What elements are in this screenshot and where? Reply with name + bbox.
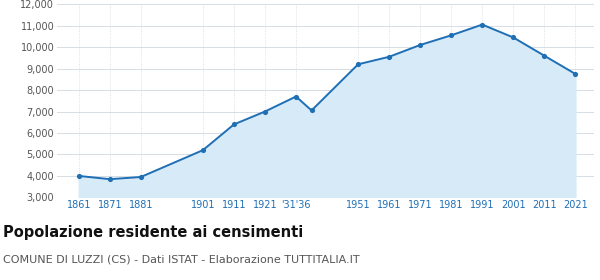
Point bbox=[385, 55, 394, 59]
Point bbox=[198, 148, 208, 152]
Point bbox=[229, 122, 239, 127]
Point bbox=[539, 53, 549, 58]
Point bbox=[291, 94, 301, 99]
Point bbox=[307, 108, 316, 113]
Point bbox=[353, 62, 363, 67]
Point bbox=[74, 174, 83, 178]
Point bbox=[446, 33, 456, 38]
Point bbox=[508, 35, 518, 40]
Point bbox=[415, 43, 425, 47]
Point bbox=[136, 175, 146, 179]
Point bbox=[105, 177, 115, 181]
Point bbox=[478, 22, 487, 27]
Text: Popolazione residente ai censimenti: Popolazione residente ai censimenti bbox=[3, 225, 303, 241]
Point bbox=[260, 109, 270, 114]
Point bbox=[571, 72, 580, 76]
Text: COMUNE DI LUZZI (CS) - Dati ISTAT - Elaborazione TUTTITALIA.IT: COMUNE DI LUZZI (CS) - Dati ISTAT - Elab… bbox=[3, 255, 359, 265]
